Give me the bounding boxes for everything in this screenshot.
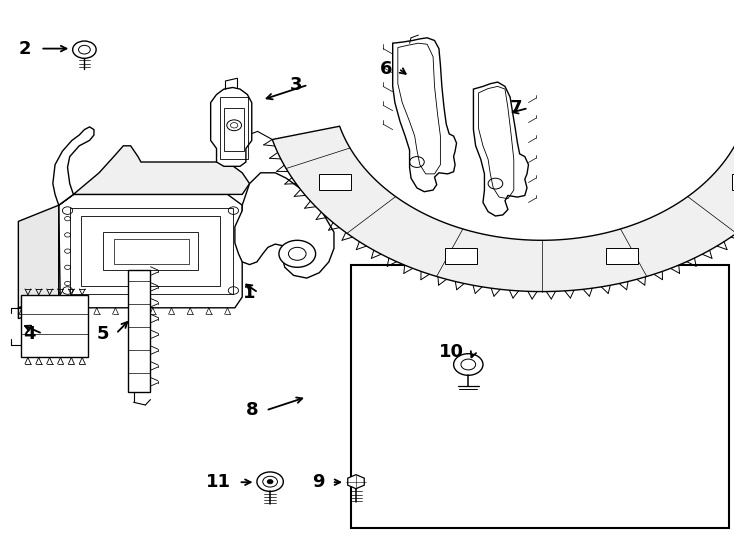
Circle shape xyxy=(461,359,476,370)
Text: 10: 10 xyxy=(439,343,464,361)
Polygon shape xyxy=(53,127,94,205)
Polygon shape xyxy=(59,146,250,205)
Polygon shape xyxy=(473,82,528,216)
Polygon shape xyxy=(18,205,59,308)
Text: 9: 9 xyxy=(312,473,324,491)
Polygon shape xyxy=(348,475,364,489)
Polygon shape xyxy=(128,270,150,392)
Text: 11: 11 xyxy=(206,473,231,491)
Text: 8: 8 xyxy=(246,401,258,420)
Circle shape xyxy=(73,41,96,58)
Bar xyxy=(606,248,639,264)
Text: 3: 3 xyxy=(290,76,302,94)
Text: 1: 1 xyxy=(243,284,255,302)
Circle shape xyxy=(279,240,316,267)
Text: 4: 4 xyxy=(23,325,35,343)
Bar xyxy=(319,174,352,190)
Polygon shape xyxy=(59,194,242,308)
Text: 7: 7 xyxy=(510,99,523,117)
Bar xyxy=(351,265,729,528)
Circle shape xyxy=(454,354,483,375)
Text: 2: 2 xyxy=(18,39,31,58)
Text: 6: 6 xyxy=(380,59,393,78)
Circle shape xyxy=(288,247,306,260)
Polygon shape xyxy=(393,38,457,192)
Circle shape xyxy=(267,480,273,484)
Circle shape xyxy=(263,476,277,487)
Polygon shape xyxy=(211,87,252,166)
Polygon shape xyxy=(18,297,60,319)
Polygon shape xyxy=(235,173,334,278)
Bar xyxy=(445,248,477,264)
Polygon shape xyxy=(272,126,734,292)
Bar xyxy=(732,174,734,190)
Polygon shape xyxy=(21,295,88,357)
Circle shape xyxy=(79,45,90,54)
Text: 5: 5 xyxy=(96,325,109,343)
Circle shape xyxy=(257,472,283,491)
